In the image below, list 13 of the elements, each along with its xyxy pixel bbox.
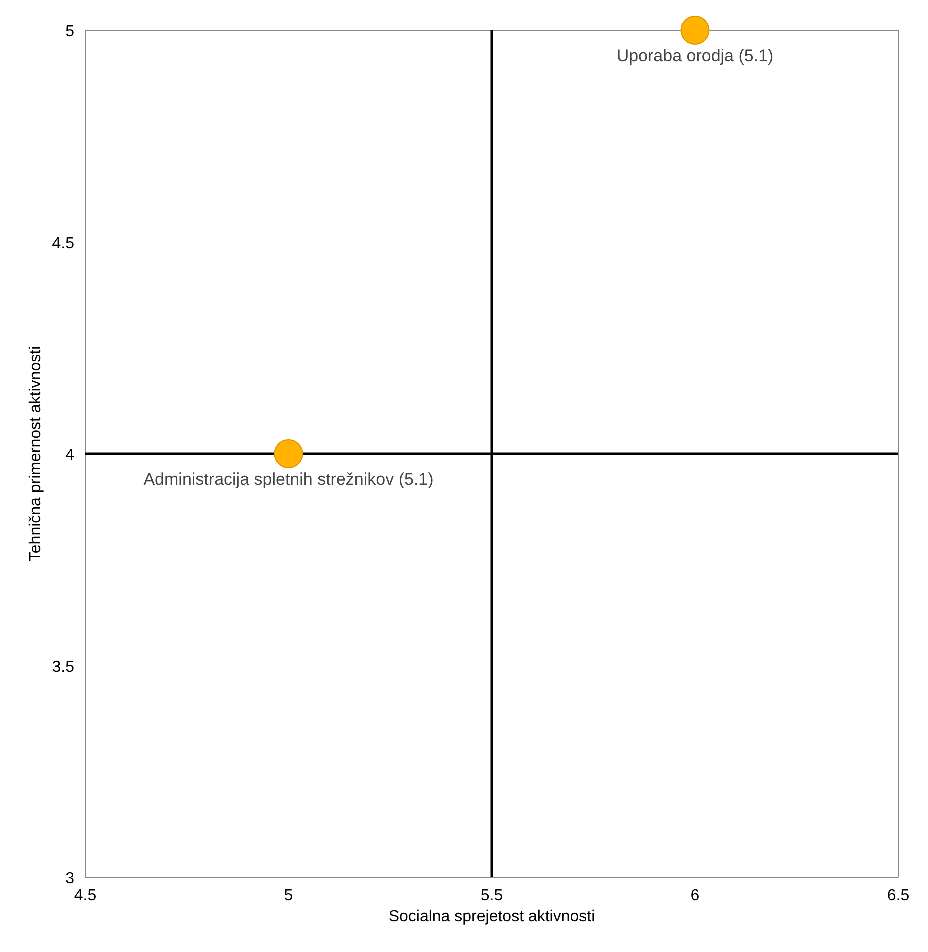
x-tick-label: 6 — [690, 888, 700, 904]
annotation: Administracija spletnih strežnikov (5.1) — [144, 470, 434, 489]
y-tick-label: 3 — [66, 870, 75, 888]
x-tick-label: 5 — [284, 888, 294, 904]
y-axis-title: Tehnična primernost aktivnosti — [27, 346, 44, 562]
y-tick-label: 3.5 — [52, 658, 75, 676]
x-tick-label: 6.5 — [887, 888, 910, 904]
annotation: Uporaba orodja (5.1) — [616, 46, 774, 66]
x-axis-title: Socialna sprejetost aktivnosti — [388, 908, 596, 926]
y-tick-label: 4 — [66, 447, 75, 464]
x-tick-label: 5.5 — [480, 888, 504, 904]
y-tick-label: 5 — [66, 24, 75, 40]
y-tick-label: 4.5 — [52, 235, 75, 252]
